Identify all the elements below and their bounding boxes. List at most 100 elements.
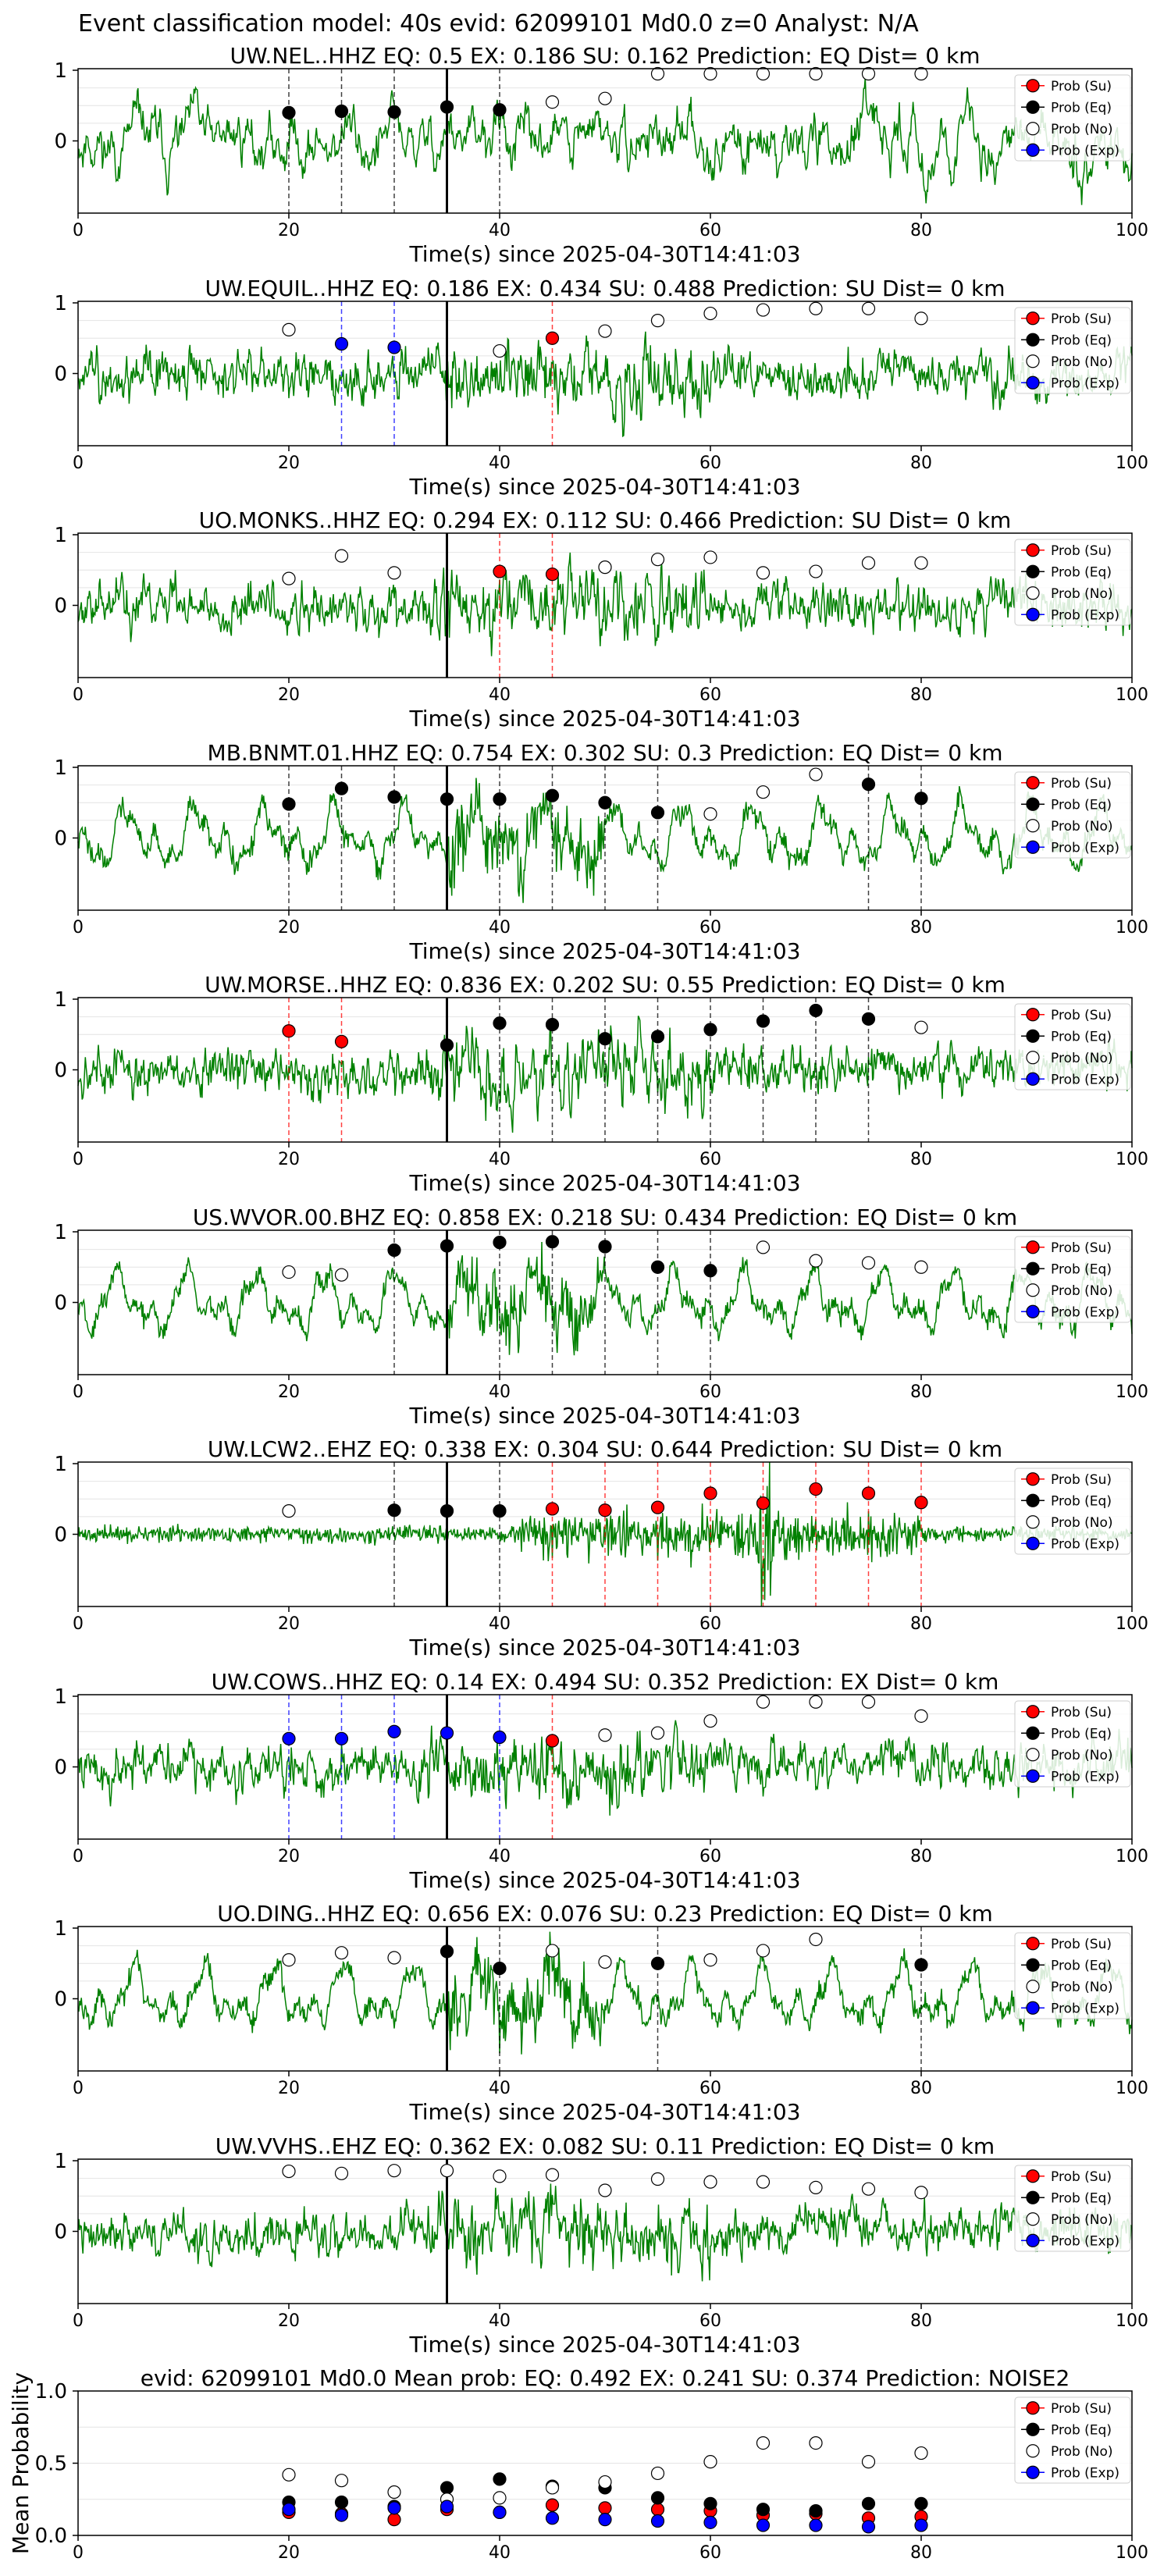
panel-2-xlabel: Time(s) since 2025-04-30T14:41:03	[408, 474, 800, 500]
panel-1-prob-marker-eq-25	[334, 104, 349, 119]
panel-2-legend-marker-eq	[1026, 333, 1040, 347]
panel-7-prob-marker-su-75	[861, 1486, 876, 1500]
panel-4-prob-marker-eq-45	[545, 788, 560, 802]
mean-panel-title: evid: 62099101 Md0.0 Mean prob: EQ: 0.49…	[141, 2365, 1070, 2391]
panel-6-legend-box	[1014, 1236, 1131, 1323]
panel-7-xtick-label-1: 20	[278, 1614, 300, 1634]
panel-7-ytick-label-1: 0	[54, 1524, 67, 1547]
panel-7-ytick-label-0: 1	[54, 1453, 67, 1476]
panel-1-prob-marker-eq-35	[440, 100, 454, 114]
panel-9-waveform-trace	[77, 1931, 1133, 2055]
panel-10-ytick-label-1: 0	[54, 2221, 67, 2244]
panel-8-xtick-label-3: 60	[699, 1847, 721, 1866]
panel-9-xtick-label-3: 60	[699, 2079, 721, 2098]
panel-5-xtick-label-2: 40	[489, 1150, 511, 1169]
panel-8-prob-marker-no-75	[861, 1695, 876, 1709]
mean-xtick-label-4: 80	[910, 2543, 932, 2563]
panel-10-prob-marker-no-35	[440, 2164, 454, 2178]
panel-1-legend-label-exp: Prob (Exp)	[1051, 143, 1119, 158]
panel-10-legend-marker-su	[1026, 2169, 1040, 2183]
panel-3-legend-label-exp: Prob (Exp)	[1051, 607, 1119, 623]
panel-6-legend-marker-no	[1026, 1283, 1040, 1297]
panel-8-legend-marker-no	[1026, 1748, 1040, 1762]
mean-xtick-label-3: 60	[699, 2543, 721, 2563]
panel-8-xtick-label-4: 80	[910, 1847, 932, 1866]
panel-6-legend-label-no: Prob (No)	[1051, 1283, 1113, 1299]
panel-2-title: UW.EQUIL..HHZ EQ: 0.186 EX: 0.434 SU: 0.…	[205, 276, 1005, 301]
panel-5-xtick-label-4: 80	[910, 1150, 932, 1169]
panel-3-prob-marker-no-80	[914, 556, 928, 570]
panel-4-prob-marker-eq-20	[282, 797, 296, 811]
panel-6-xtick-label-0: 0	[73, 1382, 84, 1402]
figure-suptitle: Event classification model: 40s evid: 62…	[78, 10, 919, 37]
panel-1-legend-marker-su	[1026, 79, 1040, 93]
panel-4-xtick-label-4: 80	[910, 918, 932, 938]
panel-2-xtick-label-1: 20	[278, 454, 300, 473]
panel-8-prob-marker-no-65	[756, 1695, 771, 1709]
panel-2-waveform-trace	[77, 331, 1133, 438]
mean-legend-marker-exp	[1026, 2465, 1040, 2479]
panel-4-xtick-label-5: 100	[1116, 918, 1148, 938]
panel-4-xtick-label-1: 20	[278, 918, 300, 938]
panel-7-prob-marker-su-50	[598, 1503, 612, 1517]
panel-5-legend-label-su: Prob (Su)	[1051, 1008, 1112, 1023]
panel-4-legend-box	[1014, 771, 1131, 859]
panel-7-legend-box	[1014, 1468, 1131, 1555]
panel-6-prob-marker-eq-60	[703, 1264, 717, 1278]
panel-6-legend-label-eq: Prob (Eq)	[1051, 1261, 1112, 1277]
panel-2-ytick-label-0: 1	[54, 292, 67, 315]
mean-marker-eq-35	[440, 2481, 454, 2495]
panel-1-legend-marker-exp	[1026, 143, 1040, 157]
panel-3-prob-marker-no-50	[598, 560, 612, 575]
panel-10-prob-marker-no-40	[493, 2169, 507, 2183]
panel-3-xlabel: Time(s) since 2025-04-30T14:41:03	[408, 706, 800, 731]
panel-8-legend-marker-eq	[1026, 1726, 1040, 1740]
panel-6-legend-label-su: Prob (Su)	[1051, 1240, 1112, 1256]
panel-1-prob-marker-eq-40	[493, 103, 507, 117]
panel-9-prob-marker-no-70	[809, 1932, 823, 1947]
panel-5-prob-marker-eq-65	[756, 1014, 771, 1028]
panel-6-xtick-label-2: 40	[489, 1382, 511, 1402]
panel-9-legend-box	[1014, 1932, 1131, 2019]
mean-legend-label-su: Prob (Su)	[1051, 2401, 1112, 2417]
panel-6-xtick-label-5: 100	[1116, 1382, 1148, 1402]
panel-5-title: UW.MORSE..HHZ EQ: 0.836 EX: 0.202 SU: 0.…	[205, 972, 1005, 998]
mean-marker-exp-40	[493, 2505, 507, 2519]
panel-7-prob-marker-su-45	[545, 1502, 560, 1516]
panel-8-prob-marker-exp-35	[440, 1726, 454, 1740]
panel-6-xtick-label-4: 80	[910, 1382, 932, 1402]
mean-legend-label-exp: Prob (Exp)	[1051, 2465, 1119, 2481]
panel-1-ytick-label-0: 1	[54, 59, 67, 83]
panel-4-ytick-label-0: 1	[54, 756, 67, 780]
panel-8-ytick-label-0: 1	[54, 1685, 67, 1709]
panel-4-waveform-trace	[77, 777, 1133, 903]
panel-6-legend-label-exp: Prob (Exp)	[1051, 1304, 1119, 1320]
panel-9-xlabel: Time(s) since 2025-04-30T14:41:03	[408, 2099, 800, 2125]
panel-2-xtick-label-4: 80	[910, 454, 932, 473]
panel-5-legend-box	[1014, 1003, 1131, 1091]
panel-3-prob-marker-su-45	[545, 568, 560, 582]
mean-marker-exp-45	[545, 2511, 560, 2525]
panel-9-prob-marker-no-45	[545, 1944, 560, 1958]
panel-10-prob-marker-no-45	[545, 2168, 560, 2182]
panel-2-prob-marker-no-65	[756, 303, 771, 317]
panel-8-prob-marker-no-55	[650, 1726, 665, 1740]
panel-8-xtick-label-0: 0	[73, 1847, 84, 1866]
panel-1-prob-marker-no-75	[861, 66, 876, 81]
mean-marker-exp-30	[387, 2501, 401, 2515]
panel-1-prob-marker-no-55	[650, 66, 665, 81]
panel-4-prob-marker-eq-30	[387, 790, 401, 804]
panel-5-legend-marker-no	[1026, 1051, 1040, 1065]
panel-8-prob-marker-no-80	[914, 1709, 928, 1723]
panel-1-xtick-label-2: 40	[489, 221, 511, 240]
panel-9-ytick-label-1: 0	[54, 1988, 67, 2012]
mean-marker-su-55	[650, 2503, 665, 2517]
panel-4-legend-marker-exp	[1026, 840, 1040, 854]
panel-9-legend-marker-eq	[1026, 1958, 1040, 1972]
panel-3-xtick-label-5: 100	[1116, 685, 1148, 705]
panel-3-waveform-trace	[77, 552, 1133, 656]
panel-9-legend-label-su: Prob (Su)	[1051, 1937, 1112, 1952]
panel-8-title: UW.COWS..HHZ EQ: 0.14 EX: 0.494 SU: 0.35…	[212, 1669, 999, 1695]
